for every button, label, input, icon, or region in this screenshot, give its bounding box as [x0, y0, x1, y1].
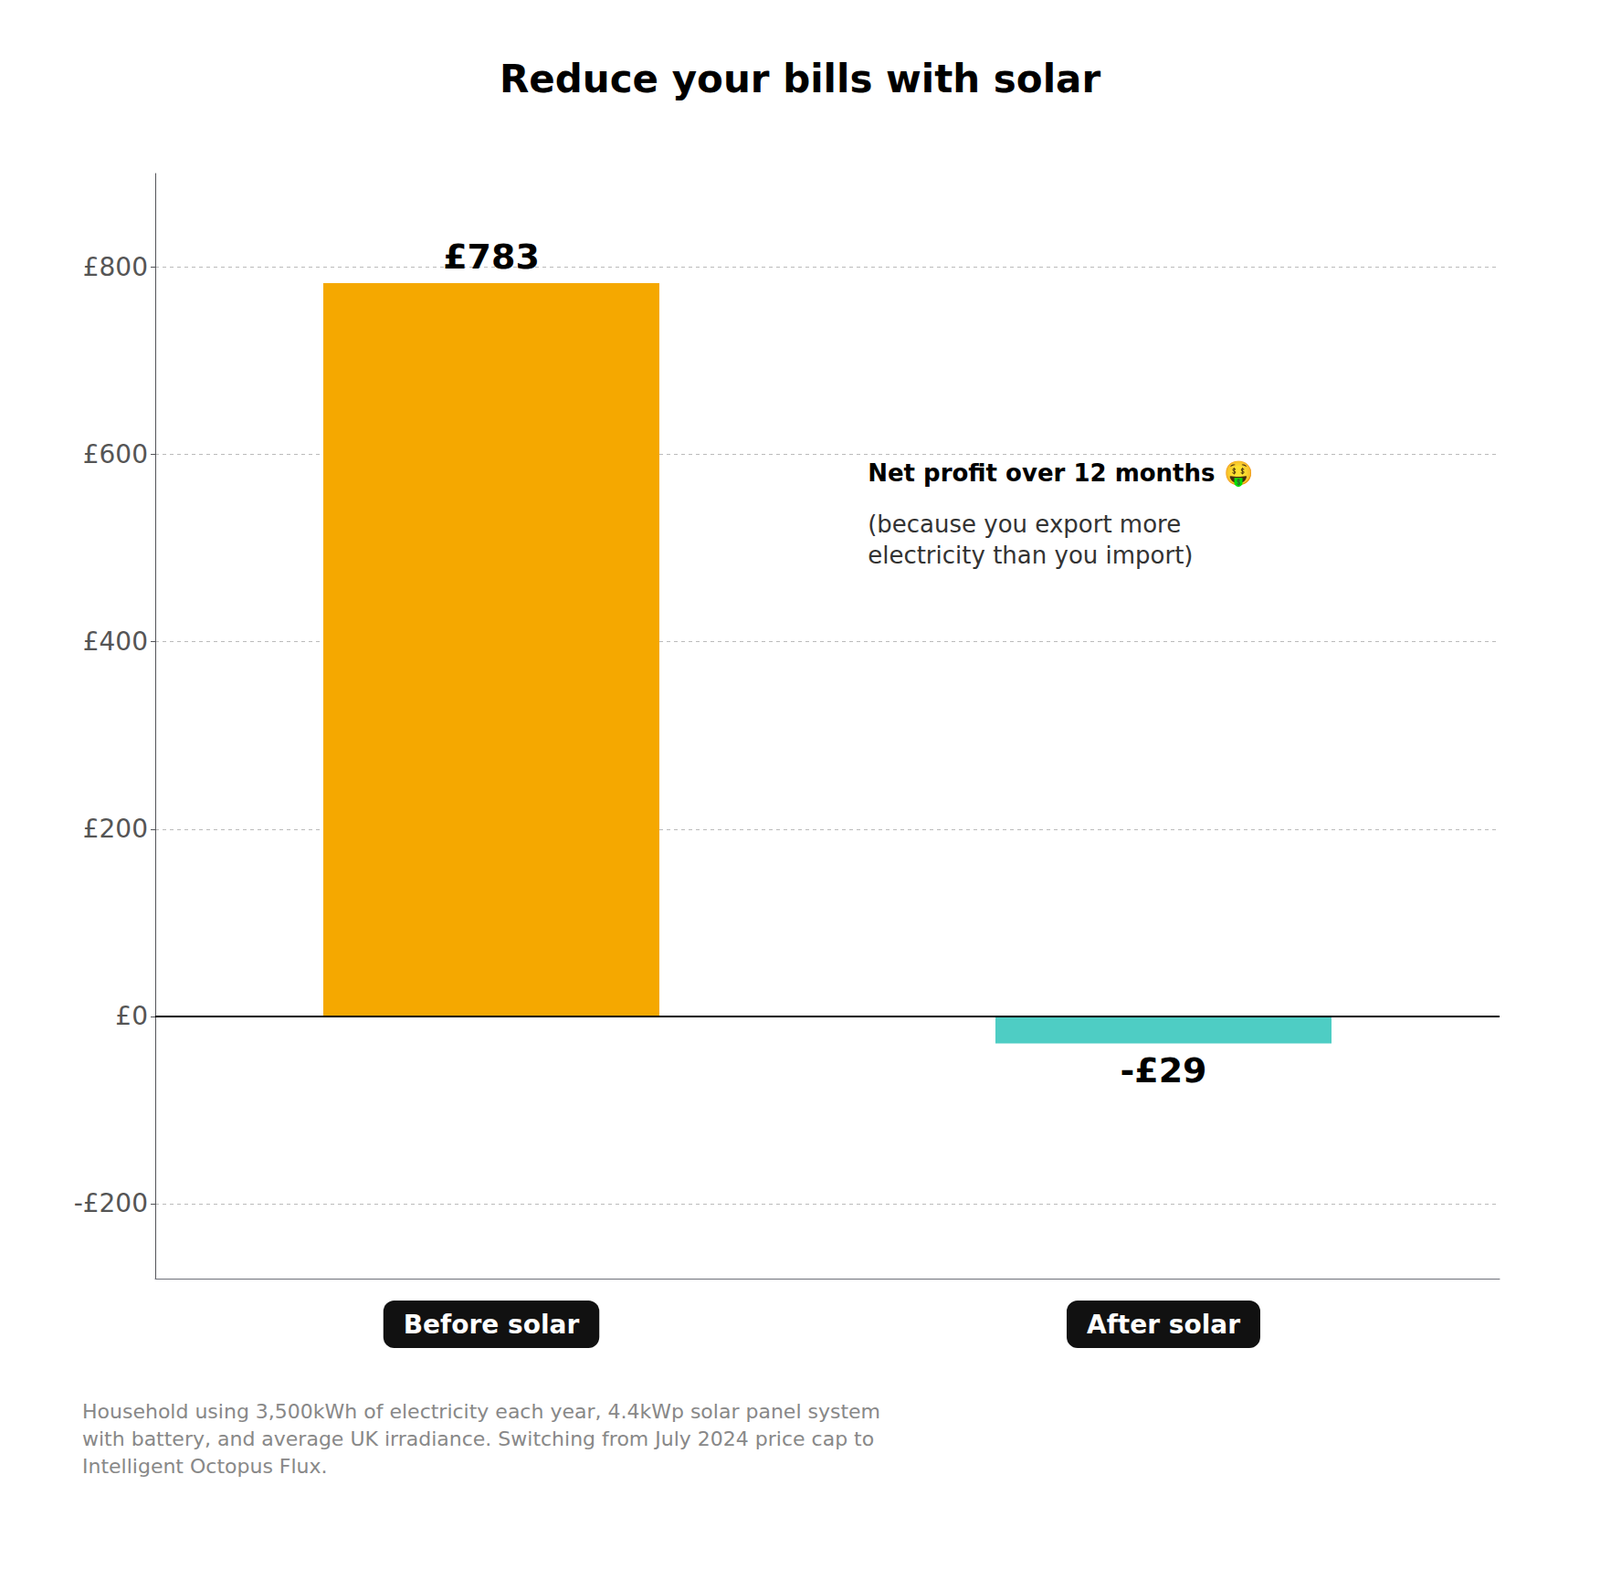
svg-text:After solar: After solar	[1086, 1309, 1241, 1340]
svg-text:-£200: -£200	[73, 1188, 148, 1219]
svg-text:£200: £200	[83, 813, 148, 844]
svg-text:£783: £783	[442, 236, 540, 277]
svg-text:Net profit over 12 months 🤑: Net profit over 12 months 🤑	[867, 459, 1253, 488]
svg-text:Intelligent Octopus Flux.: Intelligent Octopus Flux.	[82, 1454, 328, 1478]
svg-text:£800: £800	[83, 252, 148, 283]
svg-text:Before solar: Before solar	[403, 1309, 580, 1340]
svg-text:£600: £600	[83, 439, 148, 470]
svg-text:with battery, and average UK i: with battery, and average UK irradiance.…	[82, 1427, 874, 1451]
svg-text:-£29: -£29	[1119, 1050, 1207, 1091]
svg-text:£0: £0	[115, 1000, 148, 1032]
svg-text:electricity than you import): electricity than you import)	[867, 541, 1193, 569]
svg-text:Household using 3,500kWh of el: Household using 3,500kWh of electricity …	[82, 1400, 881, 1423]
svg-text:Reduce your bills with solar: Reduce your bills with solar	[499, 56, 1102, 102]
svg-text:£400: £400	[83, 626, 148, 657]
svg-text:(because you export more: (because you export more	[867, 510, 1181, 538]
